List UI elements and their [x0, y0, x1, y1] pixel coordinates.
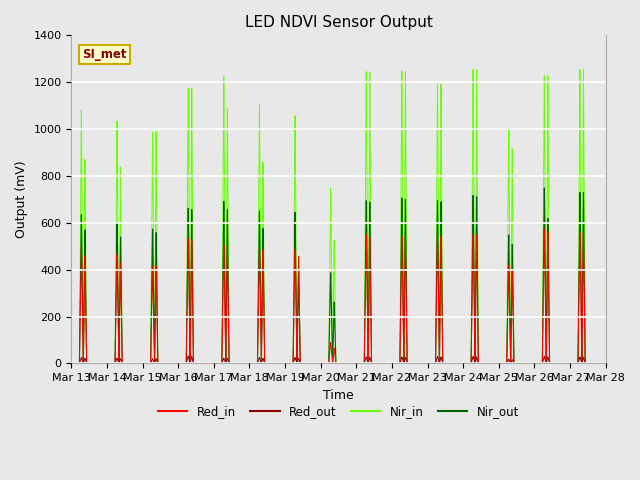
Nir_in: [600, 360, 608, 366]
Red_in: [68, 360, 76, 366]
Nir_in: [547, 360, 554, 366]
Red_out: [408, 360, 416, 366]
Y-axis label: Output (mV): Output (mV): [15, 160, 28, 238]
Red_in: [547, 360, 554, 366]
Red_out: [68, 360, 76, 366]
Nir_out: [595, 360, 602, 366]
Title: LED NDVI Sensor Output: LED NDVI Sensor Output: [244, 15, 433, 30]
Red_out: [595, 360, 602, 366]
Nir_out: [602, 360, 609, 366]
Red_in: [602, 360, 609, 366]
Legend: Red_in, Red_out, Nir_in, Nir_out: Red_in, Red_out, Nir_in, Nir_out: [153, 401, 524, 423]
Nir_in: [595, 360, 602, 366]
Line: Red_in: Red_in: [72, 229, 605, 363]
Nir_out: [532, 360, 540, 366]
Red_in: [532, 360, 540, 366]
Red_out: [600, 360, 608, 366]
Nir_out: [600, 360, 608, 366]
Text: SI_met: SI_met: [82, 48, 127, 61]
Red_in: [600, 360, 608, 366]
Nir_in: [408, 360, 416, 366]
Nir_out: [308, 360, 316, 366]
Nir_out: [408, 360, 416, 366]
Red_out: [547, 360, 554, 366]
Red_in: [408, 360, 416, 366]
Nir_out: [547, 360, 554, 366]
Red_out: [602, 360, 609, 366]
Line: Red_out: Red_out: [72, 356, 605, 363]
Nir_in: [68, 360, 76, 366]
Red_in: [540, 226, 548, 232]
Line: Nir_in: Nir_in: [72, 70, 605, 363]
Nir_in: [532, 360, 540, 366]
X-axis label: Time: Time: [323, 389, 354, 402]
Nir_in: [602, 360, 609, 366]
Red_out: [308, 360, 316, 366]
Red_out: [184, 353, 192, 359]
Red_out: [532, 360, 540, 366]
Nir_out: [68, 360, 76, 366]
Nir_in: [308, 360, 316, 366]
Nir_out: [540, 185, 548, 191]
Red_in: [595, 360, 602, 366]
Line: Nir_out: Nir_out: [72, 188, 605, 363]
Nir_in: [469, 67, 477, 72]
Red_in: [308, 360, 316, 366]
